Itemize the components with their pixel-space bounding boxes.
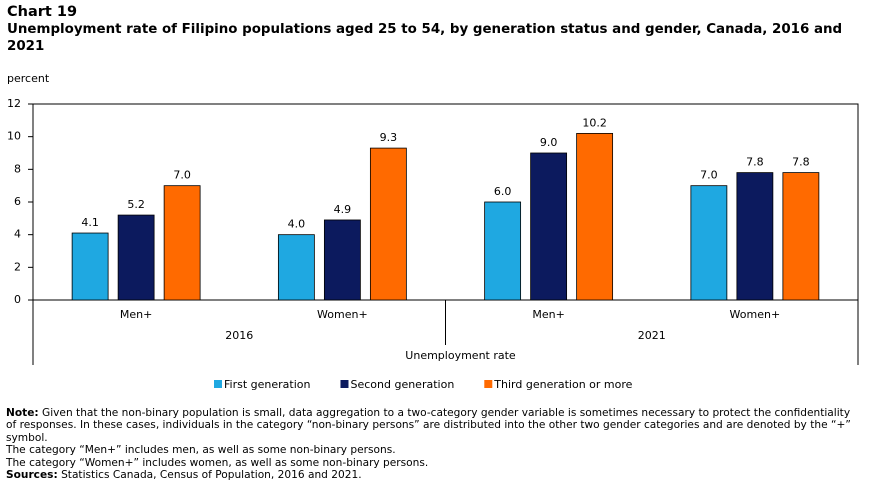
bar — [117, 214, 155, 301]
sources: Sources: Statistics Canada, Census of Po… — [6, 469, 862, 481]
x-tick-label: Men+ — [120, 308, 152, 321]
y-tick-label: 6 — [14, 195, 21, 208]
note: Note: Given that the non-binary populati… — [6, 407, 862, 444]
value-label: 4.0 — [288, 218, 306, 231]
group-label: 2021 — [638, 329, 666, 342]
legend-label: First generation — [224, 378, 310, 391]
bar — [576, 132, 614, 301]
value-label: 5.2 — [127, 198, 145, 211]
bar — [484, 201, 522, 301]
plot-frame — [32, 103, 859, 301]
y-tick-label: 12 — [7, 97, 21, 110]
y-tick-label: 8 — [14, 162, 21, 175]
y-tick-label: 0 — [14, 293, 21, 306]
value-label: 4.1 — [81, 216, 99, 229]
y-axis-title: percent — [7, 72, 50, 85]
chart-title: Chart 19 — [7, 4, 78, 20]
bar — [782, 172, 820, 301]
bar — [736, 172, 774, 301]
bar — [323, 219, 361, 301]
value-label: 7.0 — [700, 169, 718, 182]
men-note: The category “Men+” includes men, as wel… — [6, 444, 396, 457]
y-tick-label: 10 — [7, 130, 21, 143]
legend-swatch — [214, 380, 222, 388]
value-label: 10.2 — [582, 116, 607, 129]
header: Chart 19 Unemployment rate of Filipino p… — [7, 4, 857, 55]
x-tick-label: Women+ — [317, 308, 368, 321]
value-label: 6.0 — [494, 185, 512, 198]
legend-label: Third generation or more — [493, 378, 632, 391]
legend-swatch — [484, 380, 493, 388]
y-tick-label: 4 — [14, 228, 21, 241]
sources-label: Sources: — [6, 469, 58, 482]
value-label: 9.3 — [380, 131, 398, 144]
value-label: 7.8 — [792, 156, 810, 169]
value-label: 4.9 — [334, 203, 352, 216]
x-tick-label: Men+ — [532, 308, 564, 321]
bar — [277, 234, 315, 301]
women-note: The category “Women+” includes women, as… — [6, 456, 429, 469]
x-axis-title: Unemployment rate — [405, 349, 516, 362]
bar — [369, 147, 407, 301]
legend-swatch — [340, 380, 349, 388]
group-label: 2016 — [225, 329, 253, 342]
notes: Note: Given that the non-binary populati… — [6, 407, 862, 481]
legend-label: Second generation — [350, 378, 454, 391]
bar — [163, 185, 201, 301]
y-tick-label: 2 — [14, 260, 21, 273]
value-label: 7.0 — [173, 169, 191, 182]
chart-subtitle: Unemployment rate of Filipino population… — [7, 22, 843, 54]
note-label: Note: — [6, 407, 39, 419]
bar — [690, 185, 728, 301]
x-tick-label: Women+ — [730, 308, 781, 321]
bar — [530, 152, 568, 301]
bar — [71, 232, 109, 301]
chart: percent 0 2 4 6 8 10 12 Men+ 4.1 5.2 7.0 Women+ 4.0 4.… — [7, 72, 859, 391]
note-text: Given that the non-binary population is … — [6, 407, 851, 444]
value-label: 9.0 — [540, 136, 558, 149]
value-label: 7.8 — [746, 156, 764, 169]
sources-text: Statistics Canada, Census of Population,… — [61, 469, 362, 482]
